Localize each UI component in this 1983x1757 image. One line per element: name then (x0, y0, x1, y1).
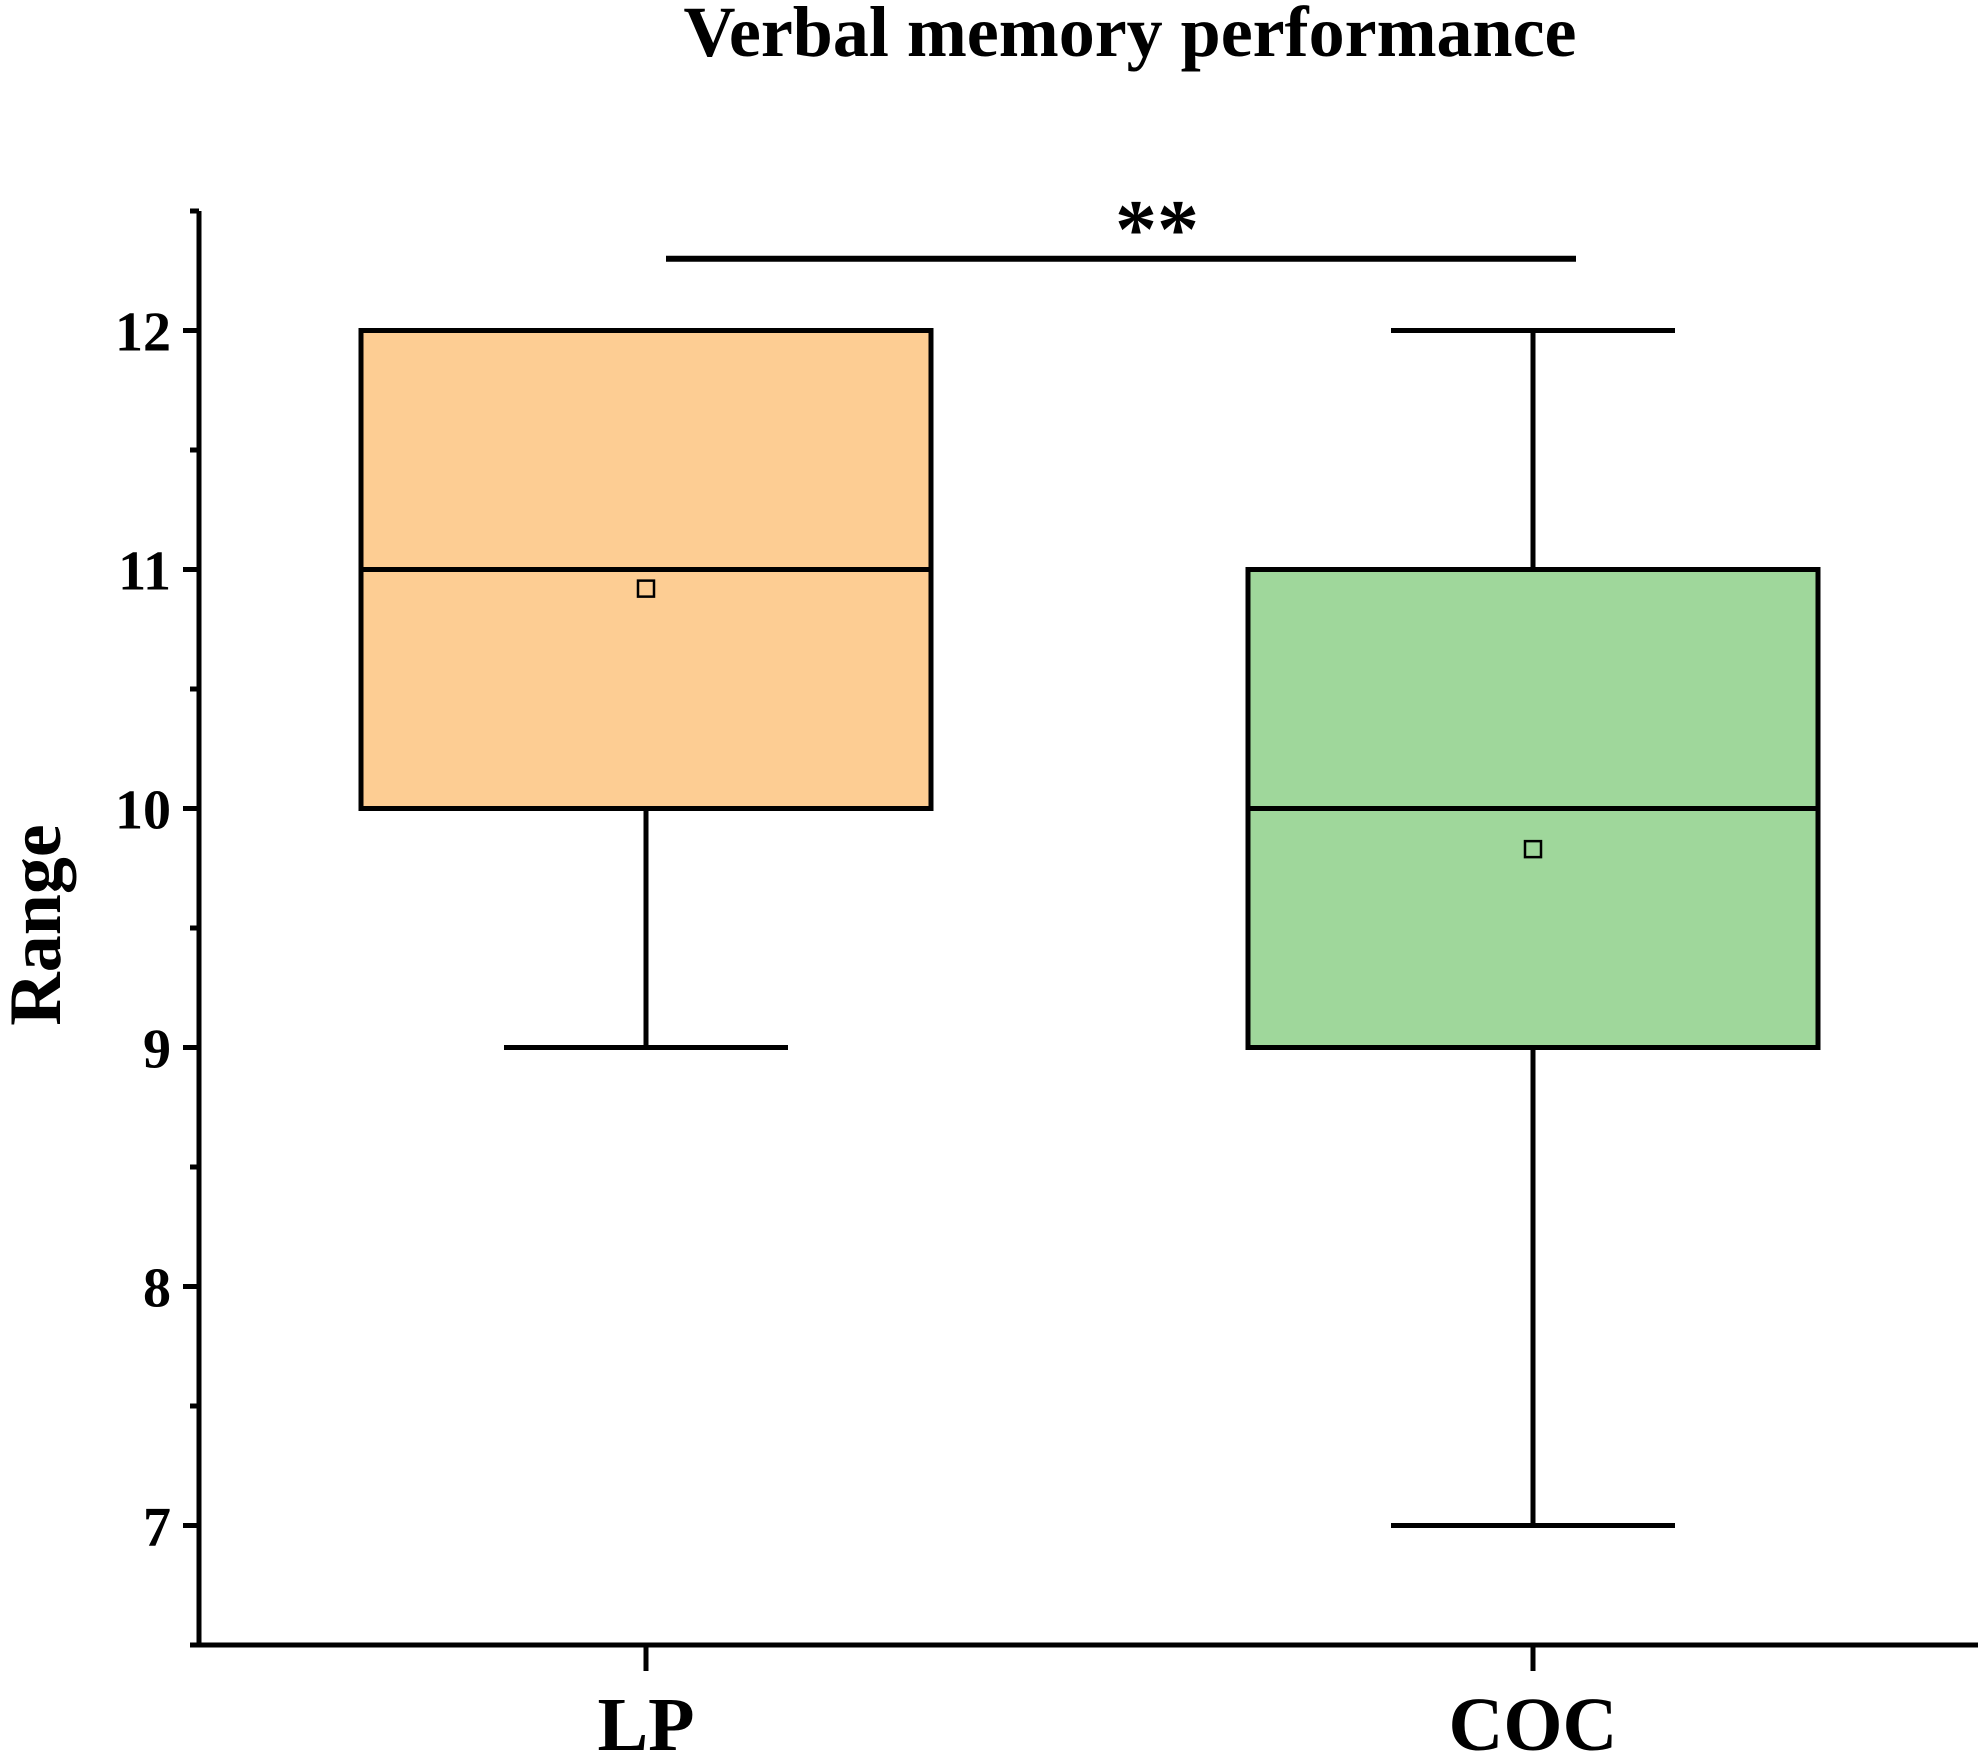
axes: 7 8 9 10 11 12 LP COC (115, 208, 1978, 1757)
box-lp (358, 328, 934, 1050)
boxes (358, 328, 1821, 1528)
chart-title: Verbal memory performance (683, 0, 1576, 72)
significance-annotation: ** (666, 183, 1576, 276)
y-tick-label: 11 (118, 541, 171, 603)
x-tick-label-coc: COC (1449, 1683, 1618, 1757)
x-tick-label-lp: LP (597, 1683, 694, 1757)
significance-label: ** (1115, 183, 1199, 276)
mean-marker (636, 579, 656, 598)
y-tick-label: 12 (115, 302, 171, 364)
y-axis-label: Range (0, 824, 77, 1025)
y-tick-label: 7 (143, 1497, 171, 1559)
y-tick-label: 10 (115, 780, 171, 842)
y-tick-label: 8 (143, 1258, 171, 1320)
box-coc (1245, 328, 1821, 1528)
mean-marker (1523, 839, 1543, 859)
y-tick-label: 9 (143, 1019, 171, 1081)
